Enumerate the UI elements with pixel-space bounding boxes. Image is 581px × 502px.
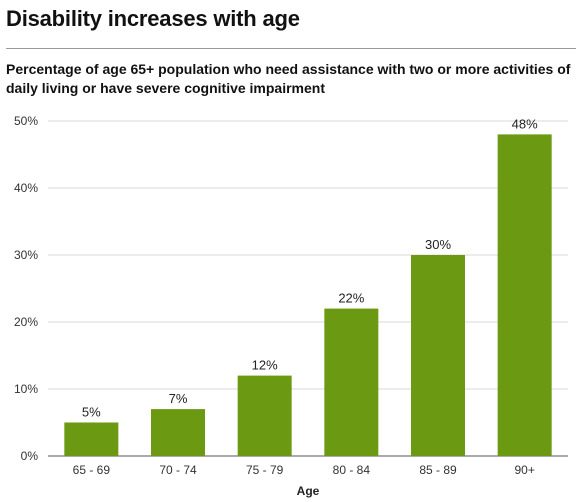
bars (64, 134, 552, 456)
y-tick-label: 0% (21, 449, 39, 463)
chart-title: Disability increases with age (6, 6, 300, 31)
y-tick-label: 30% (14, 248, 38, 262)
data-label: 22% (338, 291, 364, 306)
data-label: 7% (169, 391, 188, 406)
title-divider (6, 48, 576, 49)
x-axis-ticks: 65 - 69 70 - 74 75 - 79 80 - 84 85 - 89 90+ (73, 463, 535, 477)
data-label: 48% (512, 116, 538, 131)
bar-6569 (64, 422, 119, 456)
x-tick-label: 65 - 69 (73, 463, 111, 477)
bar-90+ (497, 134, 552, 456)
data-label: 30% (425, 237, 451, 252)
gridlines (48, 120, 568, 457)
y-tick-label: 50% (14, 114, 38, 128)
y-axis-ticks: 0% 10% 20% 30% 40% 50% (14, 114, 38, 463)
y-tick-label: 10% (14, 382, 38, 396)
x-tick-label: 70 - 74 (159, 463, 197, 477)
bar-7074 (151, 409, 205, 456)
x-axis-label: Age (297, 484, 320, 498)
y-tick-label: 20% (14, 315, 38, 329)
x-tick-label: 85 - 89 (419, 463, 457, 477)
y-tick-label: 40% (14, 181, 38, 195)
x-tick-label: 90+ (514, 463, 534, 477)
data-labels: 5% 7% 12% 22% 30% 48% (82, 116, 538, 419)
bar-8589 (411, 255, 465, 456)
data-label: 12% (252, 358, 278, 373)
x-tick-label: 80 - 84 (333, 463, 371, 477)
data-label: 5% (82, 405, 101, 420)
bar-8084 (324, 308, 379, 456)
bar-7579 (237, 375, 292, 456)
x-tick-label: 75 - 79 (246, 463, 284, 477)
chart-subtitle: Percentage of age 65+ population who nee… (6, 61, 571, 96)
